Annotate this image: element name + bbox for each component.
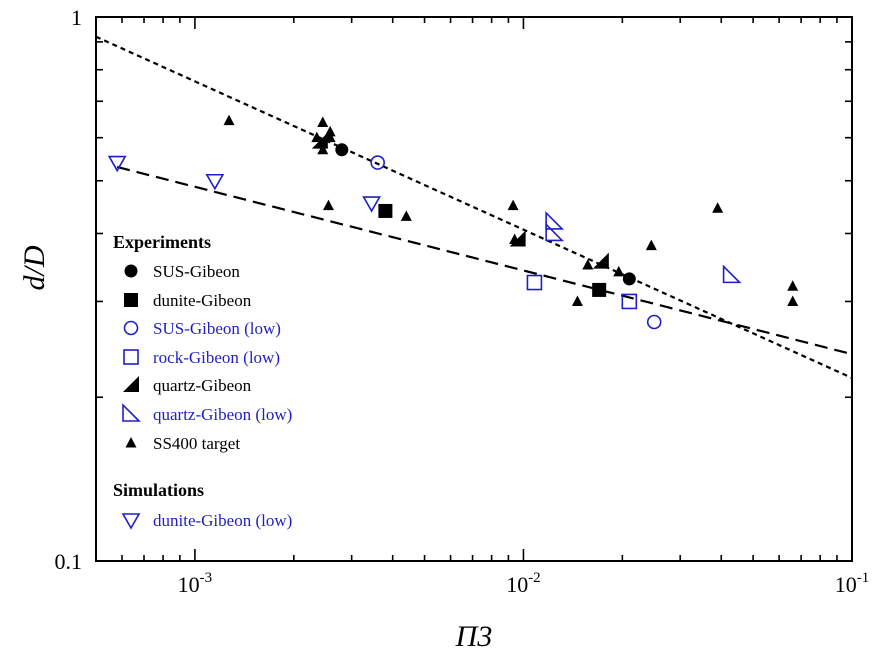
point-ss400-target bbox=[571, 295, 583, 306]
legend: Experiments Simulations SUS-Gibeon dunite… bbox=[113, 232, 292, 530]
legend-marker-quartz-gibeon-low bbox=[122, 403, 141, 422]
point-ss400-target bbox=[712, 202, 724, 213]
fit-lines bbox=[95, 35, 853, 379]
point-ss400-target bbox=[787, 295, 799, 306]
legend-marker-quartz-gibeon bbox=[123, 376, 139, 392]
legend-marker-rock-gibeon-low bbox=[123, 349, 139, 365]
point-ss400-target bbox=[317, 143, 329, 155]
legend-heading-experiments: Experiments bbox=[113, 232, 211, 252]
point-dunite-gibeon-low bbox=[362, 196, 381, 213]
legend-marker-ss400-target bbox=[125, 437, 137, 448]
legend-marker-sus-gibeon-low bbox=[123, 320, 139, 336]
legend-label-quartz-gibeon: quartz-Gibeon bbox=[153, 376, 252, 395]
x-tick-label: 10-1 bbox=[835, 570, 870, 597]
point-sus-gibeon bbox=[335, 143, 349, 157]
y-tick-label: 1 bbox=[71, 5, 82, 30]
point-ss400-target bbox=[324, 131, 336, 143]
point-ss400-target bbox=[645, 239, 657, 251]
point-ss400-target bbox=[322, 199, 334, 211]
fit-line-dotted bbox=[95, 35, 853, 379]
point-sus-gibeon-low bbox=[370, 155, 385, 170]
legend-label-rock-gibeon-low: rock-Gibeon (low) bbox=[153, 348, 280, 367]
point-sus-gibeon-low bbox=[646, 314, 662, 330]
x-tick-label: 10-3 bbox=[178, 570, 213, 597]
point-ss400-target bbox=[613, 265, 625, 277]
legend-label-quartz-gibeon-low: quartz-Gibeon (low) bbox=[153, 405, 292, 424]
y-axis-title: d/D bbox=[18, 245, 51, 290]
point-ss400-target bbox=[311, 131, 323, 143]
axis-ticks bbox=[95, 16, 853, 562]
legend-heading-simulations: Simulations bbox=[113, 480, 204, 500]
point-ss400-target bbox=[787, 280, 799, 291]
point-rock-gibeon-low bbox=[526, 274, 543, 291]
y-tick-label: 0.1 bbox=[55, 549, 83, 574]
point-ss400-target bbox=[507, 199, 519, 211]
point-ss400-target bbox=[223, 114, 235, 126]
point-rock-gibeon-low bbox=[621, 293, 638, 310]
point-dunite-gibeon-low bbox=[107, 155, 127, 173]
legend-marker-dunite-gibeon-low bbox=[121, 513, 141, 530]
legend-marker-sus-gibeon bbox=[124, 264, 138, 278]
point-quartz-gibeon-low bbox=[545, 211, 565, 230]
point-ss400-target bbox=[317, 116, 329, 127]
legend-label-dunite-gibeon: dunite-Gibeon bbox=[153, 291, 252, 310]
point-ss400-target bbox=[509, 233, 521, 244]
point-dunite-gibeon bbox=[592, 282, 607, 297]
legend-label-sus-gibeon-low: SUS-Gibeon (low) bbox=[153, 319, 281, 338]
point-quartz-gibeon-low bbox=[545, 222, 565, 242]
point-ss400-target bbox=[400, 210, 412, 221]
legend-marker-dunite-gibeon bbox=[124, 293, 138, 307]
point-quartz-gibeon bbox=[592, 252, 609, 269]
legend-label-ss400-target: SS400 target bbox=[153, 434, 240, 453]
legend-entries: SUS-Gibeon dunite-Gibeon SUS-Gibeon (low) r… bbox=[121, 262, 292, 530]
plot-frame bbox=[95, 16, 853, 562]
point-ss400-target bbox=[582, 259, 594, 270]
x-axis-title: Π3 bbox=[455, 620, 493, 653]
x-tick-label: 10-2 bbox=[506, 570, 541, 597]
point-ss400-target bbox=[324, 125, 336, 137]
point-dunite-gibeon bbox=[378, 203, 393, 218]
point-sus-gibeon bbox=[622, 272, 636, 286]
data-points bbox=[107, 114, 799, 330]
point-quartz-gibeon-low bbox=[722, 264, 742, 284]
fit-line-dashed bbox=[116, 165, 853, 356]
legend-label-dunite-gibeon-low: dunite-Gibeon (low) bbox=[153, 511, 292, 530]
point-dunite-gibeon-low bbox=[205, 173, 225, 191]
legend-label-sus-gibeon: SUS-Gibeon bbox=[153, 262, 240, 281]
point-ss400-target bbox=[317, 137, 329, 149]
